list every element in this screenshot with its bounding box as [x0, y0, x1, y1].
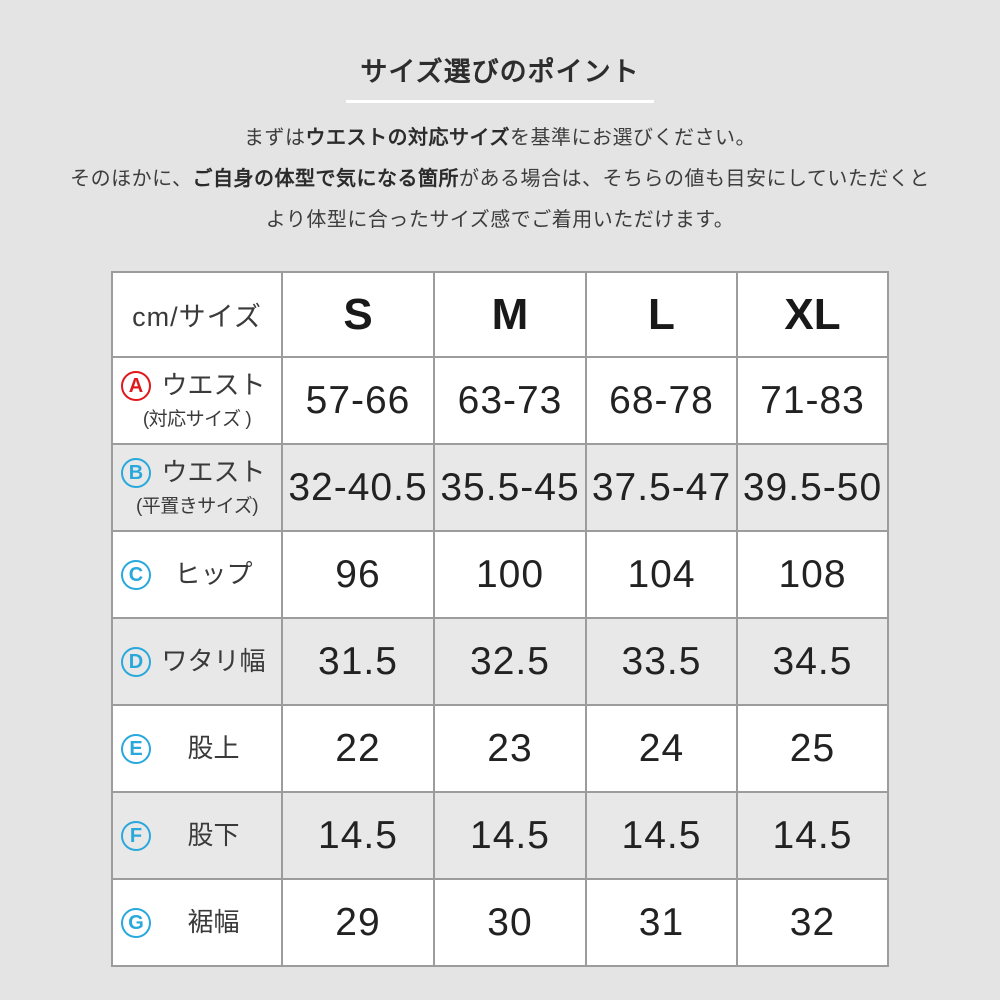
row-label-a: A ウエスト (対応サイズ )	[111, 356, 283, 445]
value-b-l: 37.5-47	[585, 443, 738, 532]
measure-sub-label: (平置きサイズ)	[135, 496, 259, 518]
measure-name: 裾幅	[187, 906, 240, 937]
size-chart-table: cm/サイズ S M L XL A ウエスト (対応サイズ ) 57-66 63-73 6…	[111, 271, 889, 967]
table-row-e: E 股上 22 23 24 25	[111, 704, 889, 793]
value-d-m: 32.5	[433, 617, 587, 706]
description-text: がある場合は、そちらの値も目安にしていただくと	[459, 168, 930, 190]
row-label-line: A ウエスト	[118, 370, 276, 401]
value-g-l: 31	[585, 878, 738, 967]
measure-name: 股上	[187, 732, 240, 763]
title-section: サイズ選びのポイント	[0, 0, 1000, 103]
description-line-2: そのほかに、ご自身の体型で気になる箇所がある場合は、そちらの値も目安にしていただ…	[0, 159, 1000, 200]
circled-letter-e-icon: E	[121, 733, 151, 764]
row-label-line: F 股下	[118, 820, 276, 851]
row-label-line: B ウエスト	[118, 457, 276, 488]
table-row-d: D ワタリ幅 31.5 32.5 33.5 34.5	[111, 617, 889, 706]
value-e-l: 24	[585, 704, 738, 793]
description-text: まずは	[244, 127, 306, 149]
row-label-e: E 股上	[111, 704, 283, 793]
table-row-g: G 裾幅 29 30 31 32	[111, 878, 889, 967]
table-row-b: B ウエスト (平置きサイズ) 32-40.5 35.5-45 37.5-47 39.5-5…	[111, 443, 889, 532]
value-e-m: 23	[433, 704, 587, 793]
table-row-f: F 股下 14.5 14.5 14.5 14.5	[111, 791, 889, 880]
row-label-d: D ワタリ幅	[111, 617, 283, 706]
size-header-s: S	[281, 271, 435, 358]
description-emphasis: ご自身の体型で気になる箇所	[192, 168, 459, 190]
value-c-xl: 108	[736, 530, 889, 619]
value-c-s: 96	[281, 530, 435, 619]
value-g-m: 30	[433, 878, 587, 967]
value-c-m: 100	[433, 530, 587, 619]
table-row-c: C ヒップ 96 100 104 108	[111, 530, 889, 619]
row-label-f: F 股下	[111, 791, 283, 880]
measure-name: ヒップ	[174, 558, 253, 589]
value-e-xl: 25	[736, 704, 889, 793]
value-e-s: 22	[281, 704, 435, 793]
row-label-line: C ヒップ	[118, 559, 276, 590]
table-row-a: A ウエスト (対応サイズ ) 57-66 63-73 68-78 71-83	[111, 356, 889, 445]
value-d-s: 31.5	[281, 617, 435, 706]
circled-letter-f-icon: F	[121, 820, 151, 851]
size-header-m: M	[433, 271, 587, 358]
value-f-xl: 14.5	[736, 791, 889, 880]
size-header-l: L	[585, 271, 738, 358]
value-b-s: 32-40.5	[281, 443, 435, 532]
row-label-line: D ワタリ幅	[118, 646, 276, 677]
page-title: サイズ選びのポイント	[346, 50, 654, 103]
value-a-s: 57-66	[281, 356, 435, 445]
description: まずはウエストの対応サイズを基準にお選びください。 そのほかに、ご自身の体型で気に…	[0, 118, 1000, 241]
row-label-g: G 裾幅	[111, 878, 283, 967]
value-b-m: 35.5-45	[433, 443, 587, 532]
circled-letter-c-icon: C	[121, 559, 151, 590]
circled-letter-g-icon: G	[121, 907, 151, 938]
measure-name: ウエスト	[161, 456, 266, 487]
value-a-xl: 71-83	[736, 356, 889, 445]
row-label-line: G 裾幅	[118, 907, 276, 938]
value-d-l: 33.5	[585, 617, 738, 706]
value-b-xl: 39.5-50	[736, 443, 889, 532]
value-f-m: 14.5	[433, 791, 587, 880]
value-c-l: 104	[585, 530, 738, 619]
row-label-c: C ヒップ	[111, 530, 283, 619]
value-a-l: 68-78	[585, 356, 738, 445]
table-header-row: cm/サイズ S M L XL	[111, 271, 889, 358]
value-f-s: 14.5	[281, 791, 435, 880]
size-header-xl: XL	[736, 271, 889, 358]
unit-header-cell: cm/サイズ	[111, 271, 283, 358]
circled-letter-a-icon: A	[121, 370, 151, 401]
measure-name: ウエスト	[161, 369, 266, 400]
circled-letter-b-icon: B	[121, 457, 151, 488]
value-g-s: 29	[281, 878, 435, 967]
description-line-3: より体型に合ったサイズ感でご着用いただけます。	[0, 200, 1000, 241]
measure-sub-label: (対応サイズ )	[142, 409, 252, 431]
value-g-xl: 32	[736, 878, 889, 967]
value-d-xl: 34.5	[736, 617, 889, 706]
measure-name: ワタリ幅	[161, 645, 266, 676]
row-label-line: E 股上	[118, 733, 276, 764]
measure-name: 股下	[187, 819, 240, 850]
value-f-l: 14.5	[585, 791, 738, 880]
description-emphasis: ウエストの対応サイズ	[305, 127, 510, 149]
row-label-b: B ウエスト (平置きサイズ)	[111, 443, 283, 532]
circled-letter-d-icon: D	[121, 646, 151, 677]
description-text: そのほかに、	[70, 168, 193, 190]
description-text: を基準にお選びください。	[509, 127, 756, 149]
description-line-1: まずはウエストの対応サイズを基準にお選びください。	[0, 118, 1000, 159]
description-text: より体型に合ったサイズ感でご着用いただけます。	[265, 209, 735, 231]
value-a-m: 63-73	[433, 356, 587, 445]
